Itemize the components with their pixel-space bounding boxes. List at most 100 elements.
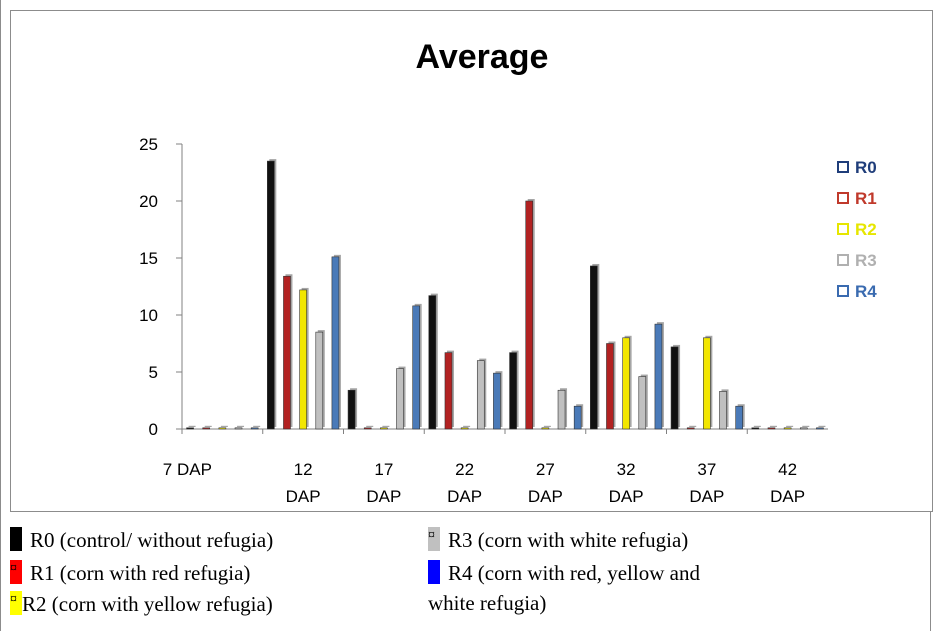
note-r3: ¤ R3 (corn with white refugia) (428, 527, 688, 553)
outer-border-right (930, 510, 931, 631)
bar-shadow (786, 425, 794, 427)
chart-bars (186, 159, 826, 430)
x-tick-label: DAP (286, 487, 321, 506)
bar-r1 (686, 427, 695, 430)
legend-label-r4: R4 (855, 282, 877, 301)
chart-axes: 0 5 10 15 20 25 7 DAP 12 DAP 17 DAP 22 DAP 27 DAP 32 DAP… (139, 135, 828, 506)
bar-r2 (622, 337, 630, 430)
bar-r3 (638, 376, 647, 430)
y-tick-label: 15 (139, 249, 158, 268)
bar-r2 (299, 289, 307, 430)
note-r1: ¤ R1 (corn with red refugia) (10, 560, 250, 586)
y-tick-label: 25 (139, 135, 158, 154)
bar-r3 (719, 391, 727, 430)
bar-r0 (751, 427, 760, 430)
bar-r3 (799, 427, 808, 430)
bar-r0 (267, 160, 275, 430)
bar-r1 (606, 343, 614, 430)
note-r2-swatch: ¤ (10, 591, 22, 615)
bar-r1 (202, 427, 211, 430)
bar-r1 (363, 427, 372, 430)
bar-shadow (253, 425, 261, 427)
legend-swatch-r0 (837, 161, 849, 173)
bar-r3 (315, 331, 324, 430)
legend-swatch-r3 (837, 254, 849, 266)
note-r3-label: R3 (corn with white refugia) (448, 528, 689, 552)
note-r2: ¤ R2 (corn with yellow refugia) (10, 591, 273, 617)
x-tick-label: 42 (778, 460, 797, 479)
x-tick-label: 32 (617, 460, 636, 479)
note-r1-label: R1 (corn with red refugia) (30, 561, 251, 585)
bar-r4 (816, 427, 824, 430)
x-tick-label: DAP (447, 487, 482, 506)
outer-border-left (0, 0, 1, 631)
note-r0-swatch (10, 527, 22, 551)
bar-r4 (412, 305, 420, 430)
bar-shadow (382, 425, 390, 427)
bar-r0 (186, 427, 194, 430)
bar-r4 (573, 405, 582, 430)
note-r4-label-cont: white refugia) (428, 591, 547, 615)
chart-legend: R0 R1 R2 R3 R4 (837, 158, 877, 301)
bar-shadow (366, 425, 374, 427)
x-tick-label: 17 (374, 460, 393, 479)
x-tick-label: DAP (609, 487, 644, 506)
bar-r0 (670, 346, 679, 430)
bar-shadow (753, 425, 761, 427)
bar-shadow (689, 425, 697, 427)
x-tick-label: DAP (528, 487, 563, 506)
x-tick-label: DAP (366, 487, 401, 506)
bar-chart: Average 0 5 10 15 20 25 7 DAP 12 DAP 17 DAP 22 DAP 27… (139, 38, 877, 506)
x-tick-label: DAP (689, 487, 724, 506)
bar-shadow (818, 425, 826, 427)
bar-r4 (493, 372, 501, 430)
bar-r1 (525, 200, 534, 430)
bar-shadow (802, 425, 810, 427)
bar-shadow (188, 425, 196, 427)
x-tick-label: 7 DAP (163, 460, 212, 479)
bar-r2 (218, 427, 227, 430)
bar-r1 (283, 275, 291, 430)
note-r4: R4 (corn with red, yellow and (428, 560, 700, 586)
x-tick-label: 37 (697, 460, 716, 479)
bar-r2 (703, 337, 711, 430)
bar-r2 (460, 427, 469, 430)
bar-shadow (204, 425, 212, 427)
bar-shadow (769, 425, 777, 427)
bar-r4 (331, 256, 340, 430)
bar-r2 (380, 427, 388, 430)
legend-swatch-r2 (837, 223, 849, 235)
note-r0: R0 (control/ without refugia) (10, 527, 273, 553)
x-tick-label: DAP (770, 487, 805, 506)
note-r4-swatch (428, 560, 440, 584)
note-r3-swatch: ¤ (428, 527, 440, 551)
legend-swatch-r1 (837, 192, 849, 204)
bar-r0 (347, 389, 356, 430)
y-tick-label: 0 (149, 420, 158, 439)
bar-r1 (444, 352, 453, 430)
bar-shadow (463, 425, 471, 427)
y-tick-label: 20 (139, 192, 158, 211)
legend-label-r3: R3 (855, 251, 877, 270)
y-tick-label: 10 (139, 306, 158, 325)
note-r1-swatch: ¤ (10, 560, 22, 584)
bar-r3 (234, 427, 243, 430)
bar-r4 (250, 427, 259, 430)
note-r4-cont: white refugia) (428, 591, 546, 616)
x-tick-label: 22 (455, 460, 474, 479)
note-r0-label: R0 (control/ without refugia) (30, 528, 274, 552)
legend-swatch-r4 (837, 285, 849, 297)
x-tick-label: 27 (536, 460, 555, 479)
bar-r0 (590, 265, 598, 430)
x-tick-label: 12 (294, 460, 313, 479)
legend-label-r2: R2 (855, 220, 877, 239)
bar-r3 (557, 389, 566, 430)
y-tick-label: 5 (149, 363, 158, 382)
bar-r0 (509, 352, 517, 430)
bar-shadow (237, 425, 245, 427)
bar-r1 (767, 427, 776, 430)
chart-title: Average (416, 38, 549, 76)
note-r2-label: R2 (corn with yellow refugia) (22, 592, 273, 616)
bar-r4 (654, 323, 663, 430)
legend-label-r1: R1 (855, 189, 877, 208)
